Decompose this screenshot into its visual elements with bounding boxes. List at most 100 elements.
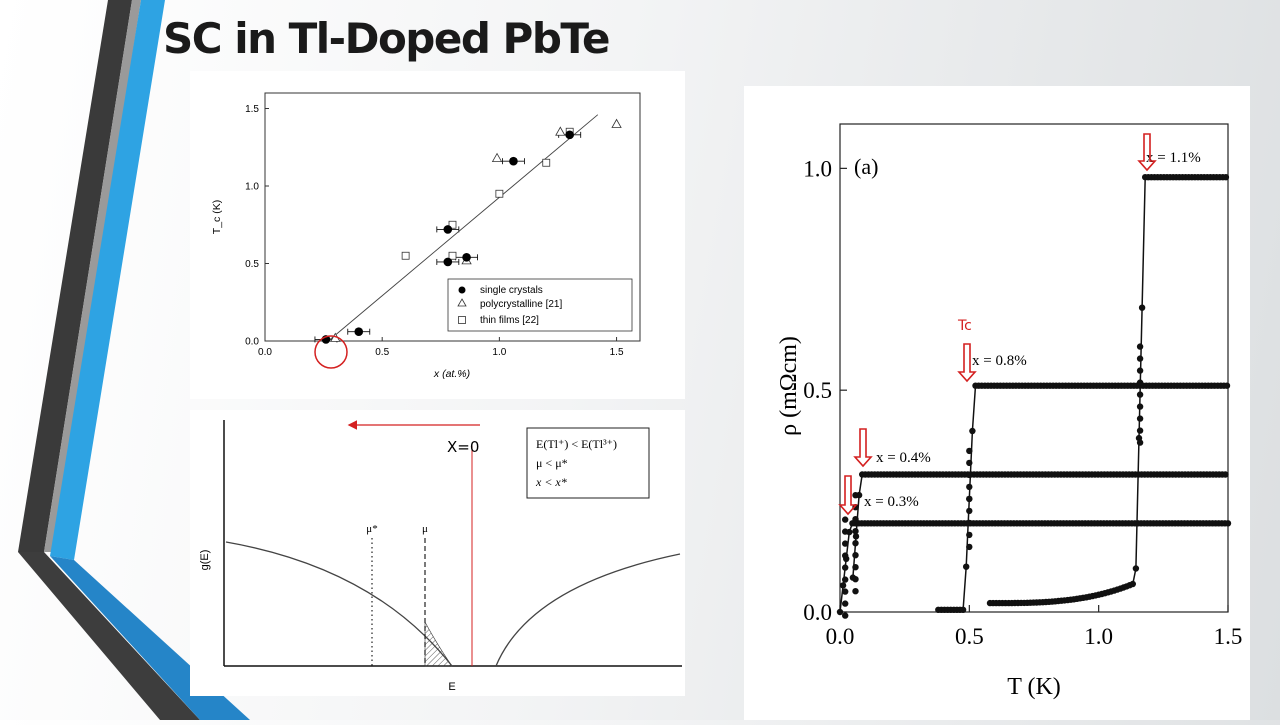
transition-point (966, 507, 973, 515)
density-of-states-diagram: μ* μ g(E) E X=0 E(Tl⁺) < E(Tl³⁺) μ < μ* … (190, 410, 685, 696)
condition-line: x < x* (535, 475, 567, 489)
series-label: x = 0.3% (864, 494, 919, 510)
x-tick-label: 0.5 (375, 347, 389, 358)
transition-point (1136, 379, 1144, 386)
transition-point (966, 459, 973, 467)
transition-point (852, 528, 859, 535)
y-tick-label: 0.0 (803, 600, 832, 625)
legend-marker-square (458, 316, 466, 324)
y-tick-label: 1.5 (245, 104, 259, 115)
legend-label: thin films [22] (480, 315, 539, 326)
resistivity-point (1223, 382, 1231, 389)
resistivity-curve (990, 176, 1226, 604)
legend-label: polycrystalline [21] (480, 299, 562, 310)
x-tick-label: 1.5 (1214, 624, 1243, 649)
x-axis-label: T (K) (1007, 674, 1061, 700)
slide-title: SC in Tl-Doped PbTe (163, 14, 610, 63)
resistivity-point (1129, 580, 1136, 588)
legend: single crystals polycrystalline [21] thi… (447, 278, 633, 332)
transition-point (842, 552, 849, 559)
y-tick-label: 0.5 (245, 259, 259, 270)
polycrystalline-triangle-point (555, 126, 566, 136)
single-crystal-point (565, 130, 574, 140)
legend-label: single crystals (480, 285, 543, 296)
tc-annotation: Tc (957, 318, 972, 334)
transition-point (842, 540, 849, 547)
thin-film-square-point (401, 251, 410, 260)
single-crystal-point (509, 156, 518, 166)
decorative-side-bars (18, 0, 250, 720)
transition-point (852, 552, 859, 559)
x-tick-label: 0.0 (826, 624, 855, 649)
thin-film-square-point (542, 158, 551, 167)
condition-line: E(Tl⁺) < E(Tl³⁺) (536, 437, 617, 451)
valence-band-curve (225, 541, 453, 667)
y-tick-label: 1.0 (803, 156, 832, 181)
resistivity-curve (839, 522, 1228, 613)
resistivity-point (1222, 471, 1229, 478)
resistivity-point (959, 606, 967, 613)
panel-label: (a) (854, 154, 878, 179)
legend-marker-filled-circle (458, 286, 466, 294)
condition-box: E(Tl⁺) < E(Tl³⁺) μ < μ* x < x* (526, 427, 650, 499)
resistivity-point (969, 427, 976, 435)
transition-point (966, 471, 973, 479)
y-axis-label: T_c (K) (211, 200, 223, 234)
transition-point (842, 600, 849, 607)
transition-point (852, 576, 859, 583)
x-tick-label: 1.5 (610, 347, 624, 358)
series-label: x = 1.1% (1146, 150, 1201, 166)
single-crystal-point (443, 225, 453, 234)
tc-chart-svg: 0.0 0.5 1.0 1.5 0.0 0.5 1.0 1.5 x (at.%) T_c (… (211, 92, 641, 380)
transition-point (842, 528, 849, 535)
transition-point (1136, 415, 1144, 422)
x-tick-label: 1.0 (1084, 624, 1113, 649)
resistivity-curve (938, 384, 1227, 611)
conduction-band-curve (495, 553, 681, 667)
down-arrow-icon (838, 475, 858, 516)
transition-point (1136, 367, 1144, 374)
condition-line: μ < μ* (536, 456, 568, 470)
thin-film-square-point (448, 220, 457, 229)
occupied-states-hatch (424, 621, 453, 667)
transition-point (842, 576, 849, 583)
x-zero-label: X=0 (447, 438, 479, 456)
transition-point (1136, 427, 1144, 434)
polycrystalline-triangle-point (491, 152, 503, 162)
transition-point (842, 516, 849, 523)
x-axis-label: x (at.%) (433, 368, 470, 380)
condition-box-border (526, 427, 650, 499)
plot-frame (264, 92, 641, 342)
mu-star-label: μ* (366, 523, 377, 535)
resistivity-point (1222, 174, 1230, 181)
highlight-circle (314, 335, 348, 369)
transition-point (1136, 343, 1144, 350)
resistivity-point (1138, 304, 1146, 311)
transition-point (966, 447, 973, 455)
transition-point (966, 531, 973, 539)
x-axis-label: E (448, 681, 455, 693)
resistivity-vs-temperature-chart: 0.0 0.5 1.0 1.5 0.0 0.5 1.0 (a) T (K) ρ (mΩcm… (744, 86, 1250, 720)
transition-point (966, 483, 973, 491)
single-crystal-point (462, 253, 471, 262)
thin-film-square-point (448, 251, 457, 260)
x-tick-label: 0.0 (258, 347, 272, 358)
resistivity-point (852, 533, 860, 540)
legend-box (447, 278, 633, 332)
transition-point (842, 612, 849, 619)
down-arrow-icon (853, 428, 873, 468)
dos-diagram-svg: μ* μ g(E) E X=0 E(Tl⁺) < E(Tl³⁺) μ < μ* … (199, 420, 682, 693)
y-tick-label: 0.0 (245, 337, 259, 348)
transition-point (966, 543, 973, 551)
resistivity-chart-svg: 0.0 0.5 1.0 1.5 0.0 0.5 1.0 (a) T (K) ρ (mΩcm… (776, 123, 1243, 700)
transition-point (852, 492, 859, 499)
legend-marker-triangle (457, 298, 467, 307)
resistivity-point (1132, 565, 1140, 572)
resistivity-point (963, 563, 970, 570)
series-label: x = 0.4% (876, 450, 931, 466)
x-tick-label: 0.5 (955, 624, 984, 649)
mu-label: μ (422, 523, 428, 535)
transition-point (1136, 391, 1144, 398)
transition-point (852, 588, 859, 595)
resistivity-point (836, 608, 844, 616)
